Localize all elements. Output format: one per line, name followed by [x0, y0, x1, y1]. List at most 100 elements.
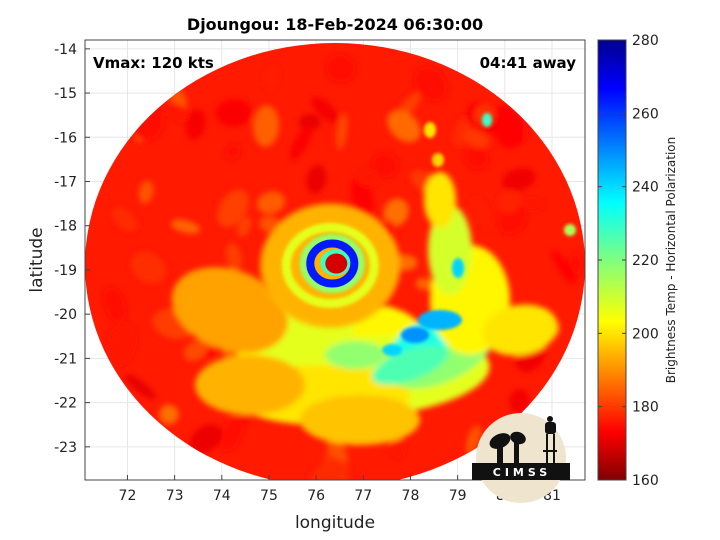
- cloud-patch: [158, 101, 197, 123]
- colorbar-tick-label: 200: [632, 326, 659, 342]
- x-tick-label: 75: [260, 488, 278, 504]
- cloud-patch: [522, 198, 544, 211]
- eyewall-halo: [299, 234, 365, 294]
- vmax-annotation: Vmax: 120 kts: [93, 54, 214, 72]
- colorbar-tick-label: 260: [632, 106, 659, 122]
- cloud-patch: [415, 277, 434, 290]
- colorbar-tick-label: 280: [632, 33, 659, 49]
- colorbar-tick-label: 220: [632, 253, 659, 269]
- cloud-patch: [502, 168, 536, 191]
- cloud-patch: [371, 153, 399, 178]
- colorbar-tick-label: 180: [632, 400, 659, 416]
- storm-eye: [260, 203, 401, 328]
- cloud-patch: [290, 124, 313, 161]
- convective-cells: [382, 113, 576, 356]
- cloud-patch: [336, 113, 348, 150]
- cloud-patch: [298, 114, 321, 131]
- colorbar-label: Brightness Temp - Horizontal Polarizatio…: [664, 137, 678, 384]
- cloud-patch: [215, 99, 253, 127]
- colorbar-ticks: 160 180 200 220 240 260 280: [598, 33, 659, 489]
- cloud-patch: [306, 164, 327, 194]
- microwave-swath: [85, 43, 585, 480]
- cloud-patch: [482, 304, 558, 356]
- cloud-patch: [498, 189, 521, 214]
- y-tick-label: -19: [54, 263, 77, 279]
- cloud-patch: [108, 323, 136, 366]
- cloud-patch: [311, 459, 350, 480]
- cloud-patch: [195, 355, 305, 415]
- y-tick-label: -18: [54, 219, 77, 235]
- cloud-patch: [130, 251, 166, 284]
- outer-eyewall-ring: [281, 223, 379, 309]
- y-tick-label: -20: [54, 307, 77, 323]
- y-tick-label: -16: [54, 130, 77, 146]
- x-tick-label: 78: [402, 488, 420, 504]
- cloud-patch: [186, 109, 206, 140]
- colorbar-tick-label: 160: [632, 473, 659, 489]
- cloud-patch: [463, 129, 490, 149]
- x-tick-label: 76: [307, 488, 325, 504]
- cloud-patch: [325, 341, 385, 369]
- cloud-patch: [383, 198, 409, 227]
- colorbar-tick-label: 240: [632, 180, 659, 196]
- convective-cell: [418, 310, 462, 330]
- y-tick-label: -22: [54, 396, 77, 412]
- cloud-patch: [189, 424, 222, 454]
- y-tick-label: -21: [54, 351, 77, 367]
- cloud-patch: [325, 54, 356, 83]
- x-tick-label: 77: [354, 488, 372, 504]
- cloud-patch: [470, 196, 492, 230]
- chart-title: Djoungou: 18-Feb-2024 06:30:00: [187, 15, 483, 34]
- cloud-patch: [387, 110, 421, 143]
- x-axis-label: longitude: [295, 513, 375, 533]
- x-tick-label: 74: [213, 488, 231, 504]
- cloud-patch: [225, 243, 242, 271]
- cloud-patch: [217, 189, 249, 228]
- convective-cell: [424, 122, 436, 138]
- cloud-patch: [252, 105, 280, 147]
- cloud-patch: [424, 172, 456, 228]
- cloud-patch: [171, 219, 201, 234]
- cloud-patch: [509, 389, 530, 413]
- convective-cell: [452, 258, 464, 278]
- y-axis-label: latitude: [27, 227, 47, 292]
- cimss-logo: CIMSS: [472, 413, 570, 503]
- y-tick-label: -23: [54, 440, 77, 456]
- convective-cell: [564, 224, 576, 236]
- eye-center: [325, 253, 348, 274]
- y-axis-ticks: -14 -15 -16 -17 -18 -19 -20 -21 -22 -23: [54, 42, 90, 456]
- x-axis-ticks: 72737475767778798081: [119, 475, 561, 504]
- cloud-patch: [300, 395, 420, 445]
- logo-dish-icon: [489, 431, 526, 463]
- cloud-patch: [263, 66, 280, 91]
- colorbar: [597, 39, 627, 481]
- convective-cell: [401, 327, 429, 343]
- cloud-patch: [219, 416, 244, 452]
- cloud-patch: [492, 105, 523, 149]
- cloud-patch: [311, 96, 340, 124]
- logo-tower-icon: [543, 416, 557, 463]
- time-away-annotation: 04:41 away: [480, 54, 577, 72]
- cloud-patch: [356, 169, 381, 188]
- x-tick-label: 72: [119, 488, 137, 504]
- cloud-patch: [138, 180, 154, 204]
- logo-bar: [472, 463, 570, 480]
- eyewall: [306, 239, 359, 288]
- cloud-patch: [159, 404, 179, 425]
- x-tick-label: 79: [449, 488, 467, 504]
- logo-text: CIMSS: [493, 466, 551, 479]
- cloud-patch: [465, 425, 481, 455]
- convective-cell: [482, 113, 492, 127]
- cloud-patch: [465, 144, 489, 170]
- convective-cell: [382, 344, 402, 356]
- cloud-patch: [551, 249, 576, 285]
- cloud-patch: [171, 267, 289, 353]
- plot-frame: [84, 39, 586, 481]
- cloud-patch: [372, 345, 448, 385]
- cloud-patch: [183, 339, 209, 362]
- cloud-patch: [256, 191, 286, 214]
- cloud-patch: [124, 374, 156, 400]
- cloud-patch: [103, 287, 127, 323]
- cloud-patch: [237, 216, 252, 237]
